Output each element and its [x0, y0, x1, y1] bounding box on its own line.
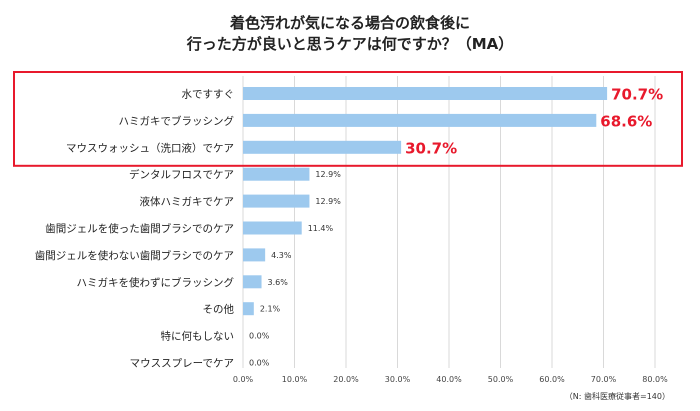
bar — [243, 302, 254, 316]
highlight-box — [13, 71, 683, 167]
bar — [243, 140, 402, 154]
bar — [243, 167, 310, 181]
value-label: 0.0% — [249, 332, 270, 341]
value-label: 4.3% — [271, 251, 292, 260]
value-label: 0.0% — [249, 359, 270, 368]
x-tick-label: 30.0% — [385, 375, 411, 384]
value-label: 68.6% — [600, 112, 652, 130]
value-label: 70.7% — [611, 86, 663, 104]
chart-title-line-2: 行った方が良いと思うケアは何ですか？（MA） — [186, 35, 514, 53]
category-label: その他 — [203, 303, 235, 316]
category-label: マウススプレーでケア — [130, 358, 234, 370]
x-tick-label: 80.0% — [642, 375, 668, 384]
category-label: 歯間ジェルを使わない歯間ブラシでのケア — [35, 249, 234, 262]
x-tick-label: 0.0% — [233, 375, 254, 384]
sample-size-note: （N: 歯科医療従事者=140） — [564, 392, 670, 401]
bar — [243, 248, 266, 262]
x-tick-label: 20.0% — [333, 375, 359, 384]
x-tick-label: 60.0% — [539, 375, 565, 384]
value-label: 11.4% — [308, 224, 334, 233]
chart-title-line-1: 着色汚れが気になる場合の飲食後に — [229, 14, 470, 32]
x-tick-label: 10.0% — [282, 375, 308, 384]
category-label: デンタルフロスでケア — [129, 168, 234, 181]
category-label: マウスウォッシュ（洗口液）でケア — [66, 141, 234, 154]
bar — [243, 194, 310, 208]
value-label: 2.1% — [260, 305, 281, 314]
category-label: 歯間ジェルを使った歯間ブラシでのケア — [45, 222, 234, 235]
value-label: 30.7% — [405, 139, 457, 157]
value-label: 3.6% — [268, 278, 289, 287]
category-label: 水ですすぐ — [182, 89, 235, 101]
category-label: 特に何もしない — [161, 330, 235, 343]
category-label: 液体ハミガキでケア — [140, 195, 235, 208]
bar — [243, 275, 262, 289]
x-tick-label: 50.0% — [488, 375, 514, 384]
category-label: ハミガキでブラッシング — [119, 114, 235, 127]
bar — [243, 87, 608, 100]
bar — [243, 113, 597, 127]
category-label: ハミガキを使わずにブラッシング — [77, 276, 235, 289]
x-tick-label: 70.0% — [591, 375, 617, 384]
value-label: 12.9% — [315, 197, 341, 206]
x-tick-label: 40.0% — [436, 375, 462, 384]
value-label: 12.9% — [315, 170, 341, 179]
bar — [243, 221, 302, 235]
